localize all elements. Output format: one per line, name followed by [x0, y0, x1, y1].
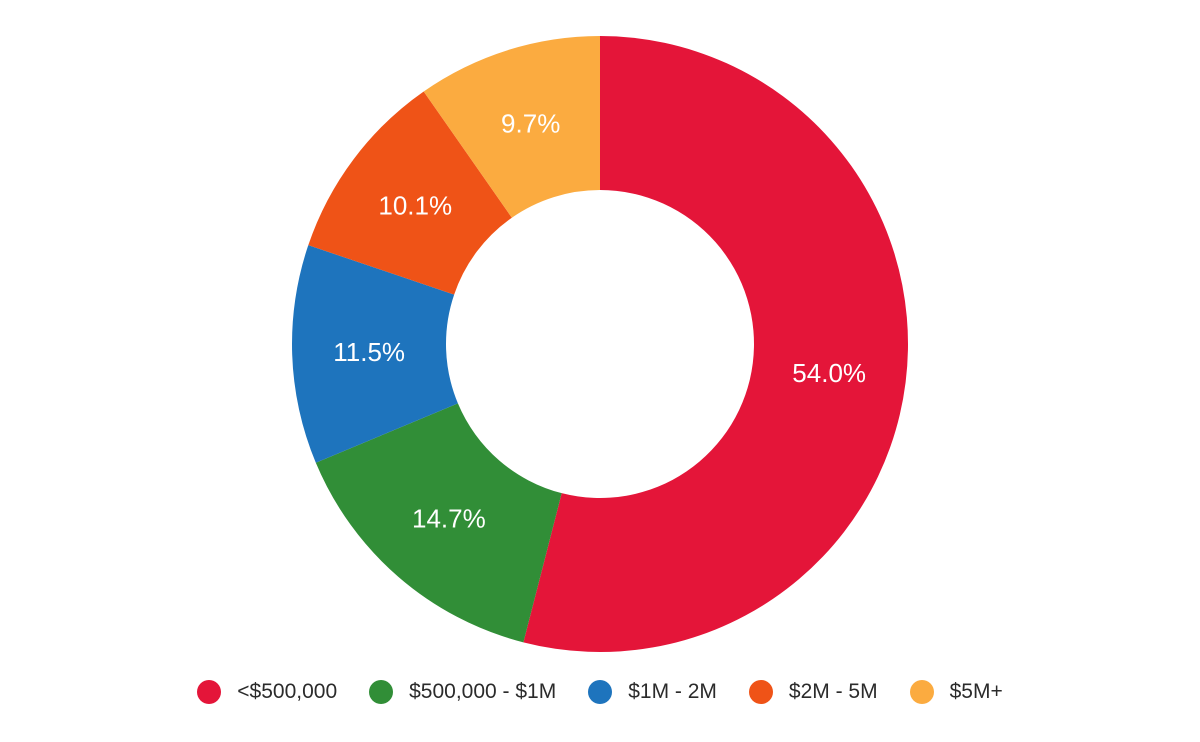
legend-label: $2M - 5M [788, 680, 878, 703]
donut-slices [292, 35, 909, 652]
slice-value-label: 10.1% [378, 190, 452, 220]
slice-2m-5m-3[interactable] [308, 91, 512, 295]
slice-value-label: 14.7% [412, 504, 486, 534]
legend-swatch-icon [588, 680, 613, 704]
chart-legend: <$500,000 $500,000 - $1M $1M - 2M $2M - 5M $… [0, 672, 1200, 712]
slice-5m-4[interactable] [423, 36, 600, 218]
legend-label: <$500,000 [237, 680, 338, 703]
slice-value-label: 11.5% [333, 337, 405, 367]
slice-500-000-0[interactable] [523, 35, 909, 652]
legend-label: $5M+ [949, 680, 1003, 703]
slice-1m-2m-2[interactable] [292, 245, 458, 463]
legend-item-0[interactable]: <$500,000 [197, 680, 337, 704]
slice-value-label: 9.7% [501, 109, 560, 139]
legend-item-2[interactable]: $1M - 2M [588, 680, 717, 704]
legend-swatch-icon [748, 680, 773, 704]
legend-item-4[interactable]: $5M+ [909, 680, 1003, 704]
legend-label: $1M - 2M [628, 680, 717, 703]
donut-labels: 54.0% 14.7% 11.5% 10.1% 9.7% [333, 109, 866, 534]
legend-swatch-icon [369, 680, 394, 704]
legend-item-1[interactable]: $500,000 - $1M [369, 680, 556, 704]
legend-label: $500,000 - $1M [409, 680, 557, 703]
legend-swatch-icon [909, 680, 934, 704]
legend-swatch-icon [197, 680, 222, 704]
slice-500-000-1m-1[interactable] [315, 403, 562, 643]
slice-value-label: 54.0% [792, 358, 866, 388]
legend-item-3[interactable]: $2M - 5M [748, 680, 878, 704]
